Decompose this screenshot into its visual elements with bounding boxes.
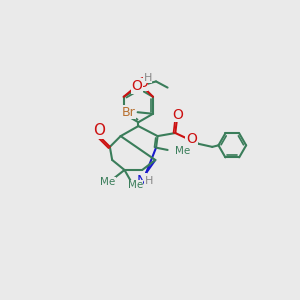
Text: O: O [93,123,105,138]
Text: H: H [145,176,153,186]
Text: O: O [131,79,142,93]
Text: O: O [172,107,183,122]
Text: O: O [137,76,148,90]
Text: O: O [186,132,197,146]
Text: Br: Br [122,106,135,119]
Text: Me: Me [100,177,115,187]
Text: Me: Me [175,146,190,156]
Text: Me: Me [128,180,143,190]
Text: H: H [143,73,152,82]
Text: N: N [136,174,147,188]
